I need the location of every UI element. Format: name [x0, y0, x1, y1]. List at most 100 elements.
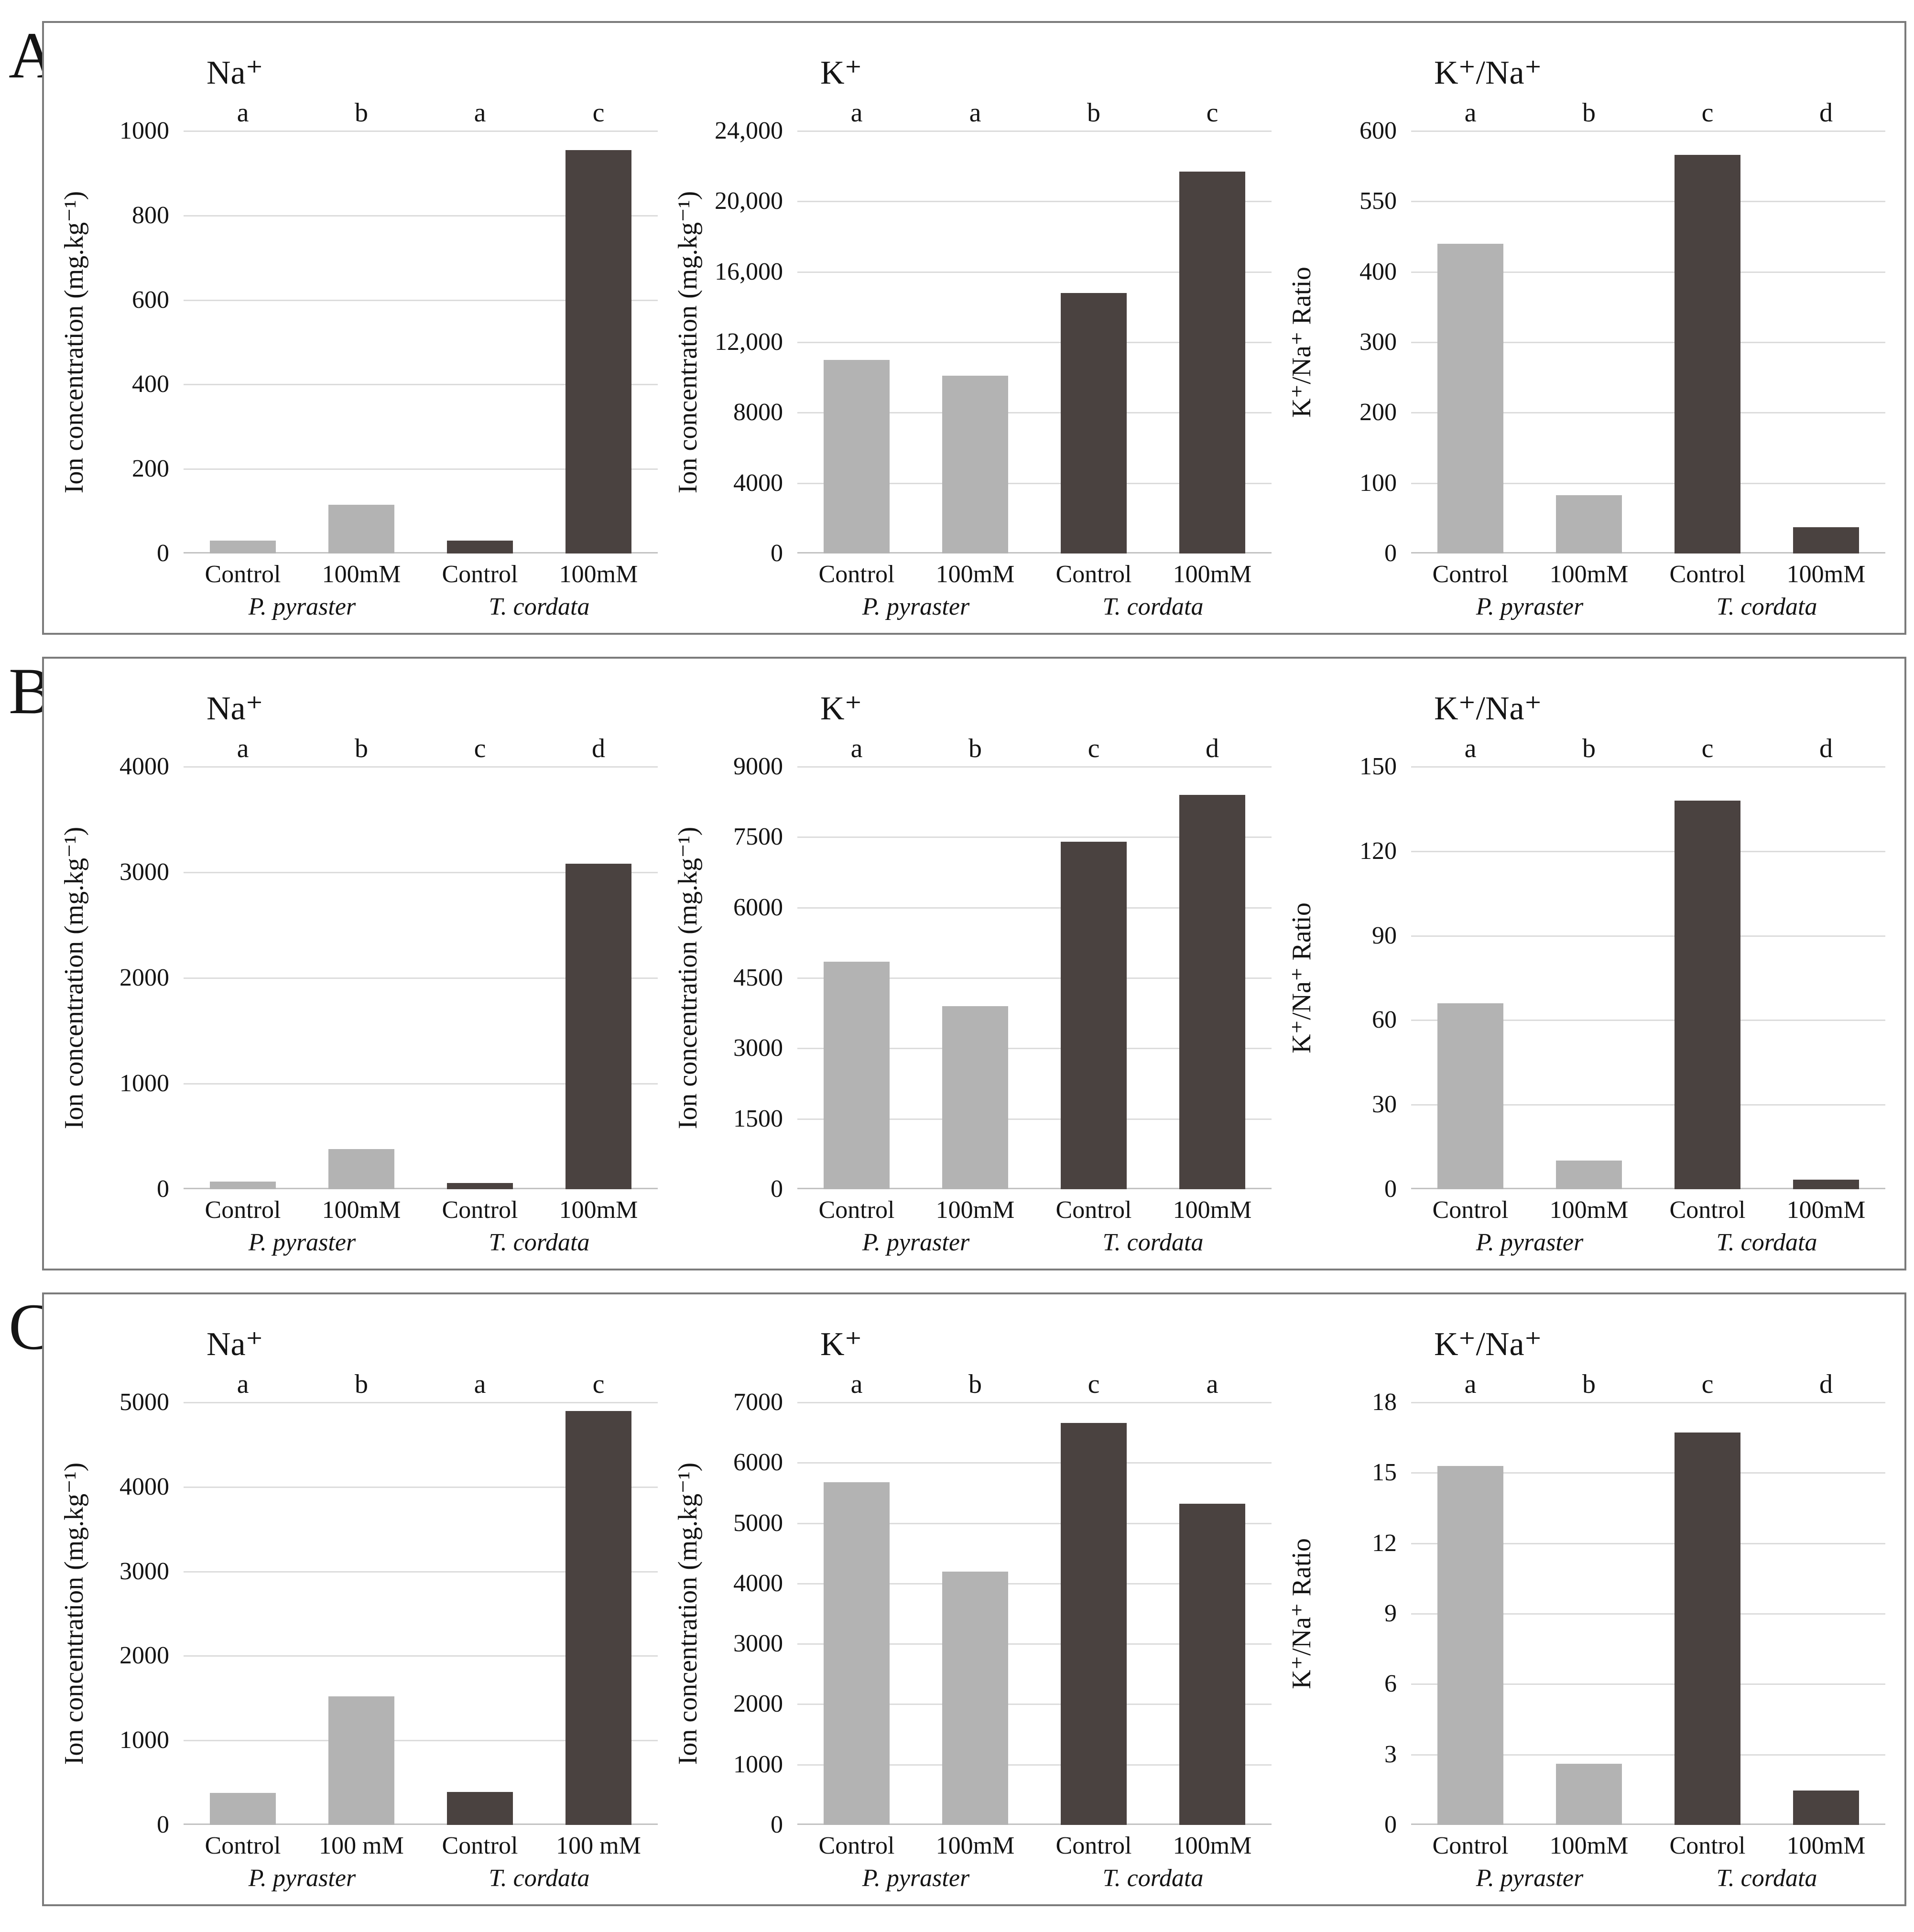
bar-slot [797, 767, 916, 1189]
chart-title: K⁺ [820, 690, 862, 727]
bar-100mm-t-cordata [1179, 1504, 1246, 1825]
significance-letters: a b c d [1411, 91, 1885, 131]
species-label: T. cordata [1716, 1229, 1817, 1256]
plot-area [184, 766, 658, 1189]
y-tick-label: 0 [1384, 1175, 1397, 1203]
significance-letters: a b c d [797, 727, 1272, 767]
bar-slot [916, 1402, 1034, 1825]
x-tick-label: 100 mM [556, 1832, 641, 1859]
x-tick-label: Control [442, 1196, 518, 1224]
chart-title: K⁺/Na⁺ [1434, 1326, 1542, 1363]
panel-c-frame: Na⁺ Ion concentration (mg.kg⁻¹) a b a c 5000 40… [42, 1292, 1906, 1906]
bar-slot [1648, 767, 1767, 1189]
gridline [797, 1764, 1272, 1766]
y-tick-label: 150 [1359, 753, 1397, 780]
y-tick-label: 1500 [733, 1105, 783, 1132]
bar-control-t-cordata [1674, 1432, 1741, 1825]
y-tick-label: 15 [1372, 1459, 1397, 1487]
bar-slot [1034, 767, 1153, 1189]
chart-title: K⁺ [820, 1326, 862, 1363]
y-axis-label: K⁺/Na⁺ Ratio [1287, 1538, 1316, 1689]
bar-slot [1411, 1402, 1530, 1825]
chart-a-k: K⁺ Ion concentration (mg.kg⁻¹) a a b c 24,000 2… [670, 35, 1272, 625]
bar-100mm-p-pyraster [1555, 1763, 1622, 1825]
y-tick-label: 200 [132, 455, 169, 483]
significance-letter: a [1464, 1369, 1477, 1399]
y-tick-label: 400 [1359, 258, 1397, 285]
y-tick-label: 1000 [120, 1070, 169, 1097]
significance-letter: b [355, 1369, 368, 1399]
panel-c: C Na⁺ Ion concentration (mg.kg⁻¹) a b a c 5000… [0, 1292, 1906, 1906]
significance-letters: a b c d [1411, 727, 1885, 767]
y-axis-label: Ion concentration (mg.kg⁻¹) [673, 191, 703, 494]
x-tick-label: 100 mM [319, 1832, 404, 1859]
y-axis-ticks: 150 120 90 60 30 0 [1319, 754, 1411, 1202]
plot-area [797, 1402, 1272, 1825]
panel-b: B Na⁺ Ion concentration (mg.kg⁻¹) a b c d 4000… [0, 656, 1906, 1270]
x-tick-label: Control [1669, 561, 1746, 588]
y-tick-label: 16,000 [715, 258, 783, 285]
x-tick-label: 100mM [935, 561, 1015, 588]
x-axis-labels: Control 100mM Control 100mM [184, 1189, 658, 1227]
panel-a-letter: A [9, 19, 56, 92]
bar-slot [1411, 767, 1530, 1189]
bar-slot [1530, 767, 1648, 1189]
gridline [1411, 201, 1885, 203]
bar-slot [184, 1402, 302, 1825]
bar-slot [1034, 131, 1153, 554]
y-tick-label: 8000 [733, 399, 783, 426]
gridline [1411, 1020, 1885, 1021]
bar-slot [302, 131, 421, 554]
panel-c-letter: C [9, 1290, 53, 1363]
gridline [1411, 1683, 1885, 1685]
bar-100mm-t-cordata [565, 150, 632, 554]
species-labels: P. pyraster T. cordata [184, 1863, 658, 1897]
bar-control-p-pyraster [209, 1792, 276, 1825]
y-axis-ticks: 600 550 400 300 200 100 0 [1319, 119, 1411, 566]
x-tick-label: 100mM [559, 561, 638, 588]
y-tick-label: 550 [1359, 187, 1397, 215]
chart-title: Na⁺ [207, 54, 263, 91]
y-axis-label: Ion concentration (mg.kg⁻¹) [59, 826, 89, 1129]
gridline [797, 1048, 1272, 1050]
y-tick-label: 7000 [733, 1389, 783, 1416]
plot-area [1411, 1402, 1885, 1825]
bar-100mm-p-pyraster [1555, 1160, 1622, 1189]
bar-control-t-cordata [446, 1792, 513, 1825]
gridline [797, 1522, 1272, 1524]
x-axis-baseline [184, 1188, 658, 1189]
x-tick-label: Control [205, 561, 281, 588]
bar-slot [184, 131, 302, 554]
x-axis-baseline [797, 552, 1272, 554]
gridline [184, 1740, 658, 1742]
x-axis-labels: Control 100mM Control 100mM [184, 554, 658, 592]
y-tick-label: 0 [1384, 1811, 1397, 1838]
y-axis-label: Ion concentration (mg.kg⁻¹) [673, 826, 703, 1129]
y-tick-label: 3000 [120, 858, 169, 886]
bar-slot [797, 1402, 916, 1825]
x-tick-label: 100mM [1173, 561, 1252, 588]
species-label: T. cordata [489, 1865, 590, 1892]
gridline [1411, 1542, 1885, 1544]
species-label: T. cordata [1716, 1865, 1817, 1892]
panel-a: A Na⁺ Ion concentration (mg.kg⁻¹) a b a c 1000… [0, 21, 1906, 635]
chart-b-k: K⁺ Ion concentration (mg.kg⁻¹) a b c d 9000 750… [670, 671, 1272, 1261]
gridline [184, 130, 658, 132]
chart-c-na: Na⁺ Ion concentration (mg.kg⁻¹) a b a c 5000 40… [56, 1307, 658, 1897]
species-labels: P. pyraster T. cordata [797, 1863, 1272, 1897]
significance-letter: b [355, 98, 368, 128]
gridline [184, 1571, 658, 1573]
bar-slot [1530, 131, 1648, 554]
gridline [797, 977, 1272, 979]
bar-slot [1153, 1402, 1272, 1825]
gridline [1411, 935, 1885, 937]
gridline [797, 907, 1272, 909]
x-tick-label: 100mM [1786, 561, 1866, 588]
gridline [184, 1083, 658, 1085]
y-axis-ticks: 4000 3000 2000 1000 0 [92, 754, 184, 1202]
bar-100mm-p-pyraster [328, 1696, 395, 1825]
y-tick-label: 12 [1372, 1529, 1397, 1557]
gridline [184, 872, 658, 873]
